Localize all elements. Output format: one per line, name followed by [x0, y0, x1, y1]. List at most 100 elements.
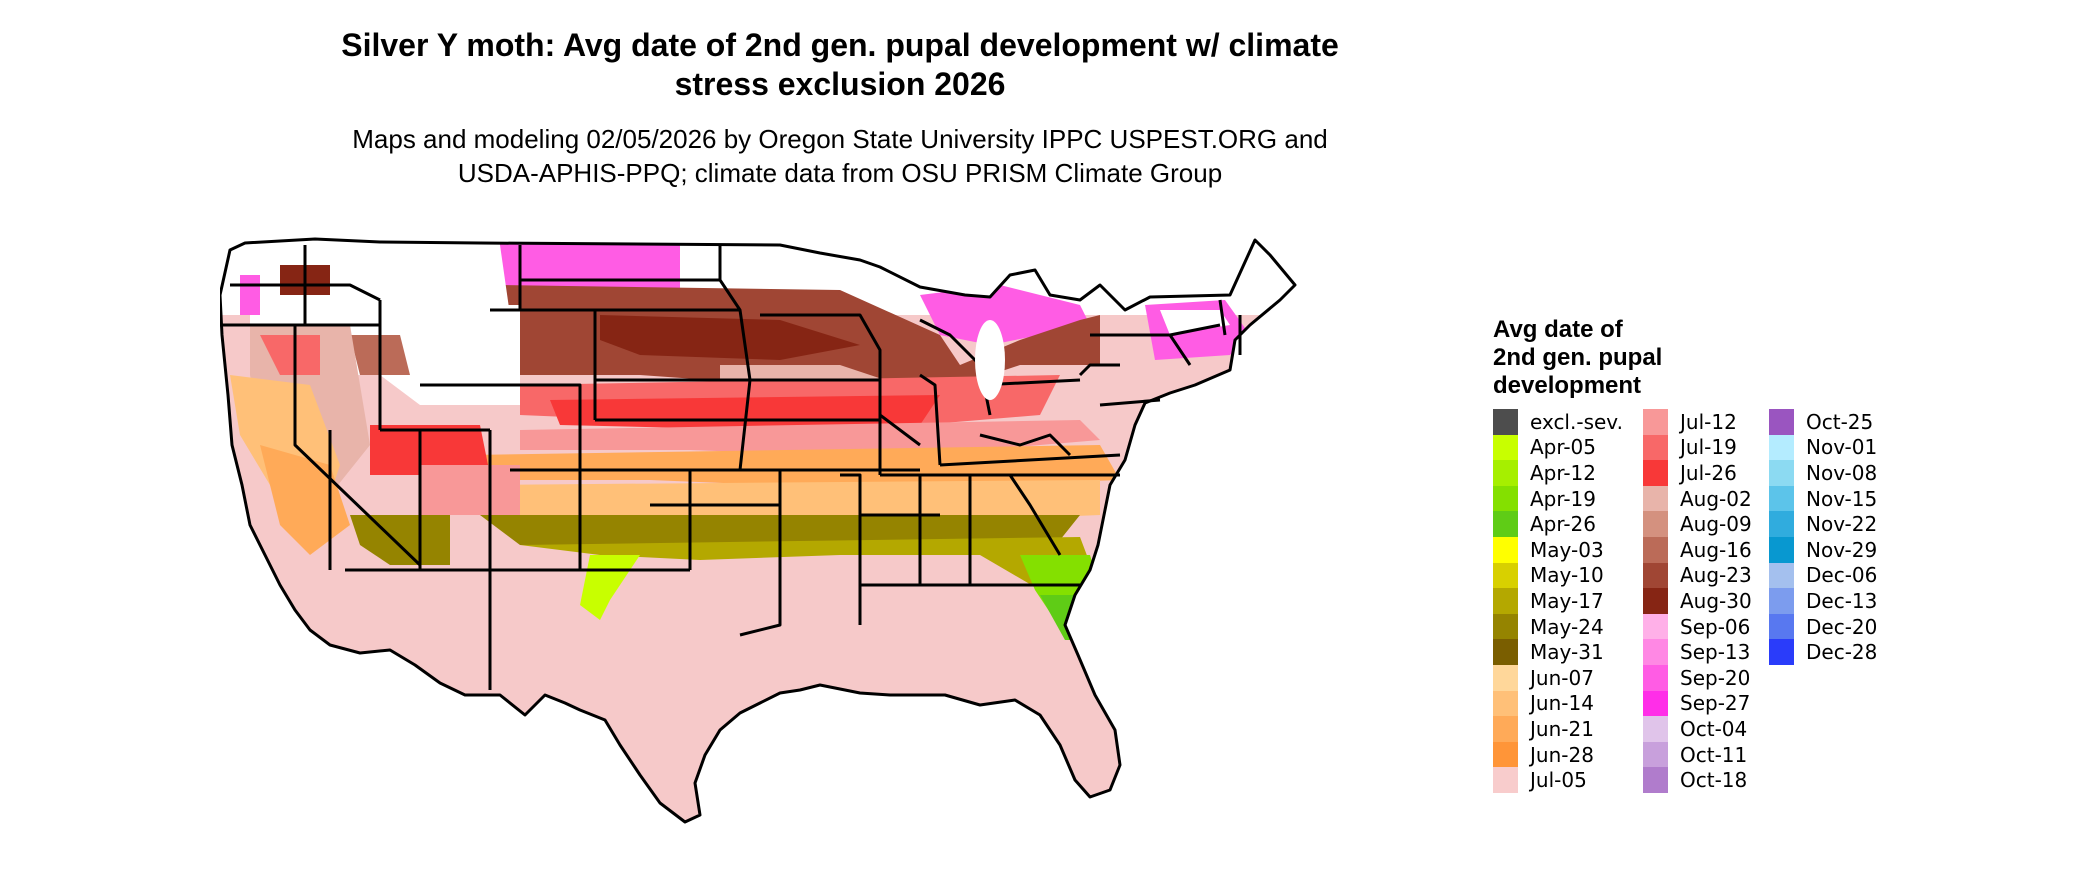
development-date-raster	[220, 239, 1295, 822]
legend-swatch	[1493, 716, 1518, 742]
legend-swatch	[1769, 588, 1794, 614]
legend-swatch	[1643, 536, 1668, 563]
legend-swatch	[1643, 562, 1668, 589]
legend-item: Aug-16	[1643, 536, 1752, 563]
legend-item: Oct-04	[1643, 716, 1752, 742]
us-map	[220, 237, 1297, 824]
legend-label: Nov-29	[1806, 537, 1878, 562]
legend-swatch	[1769, 485, 1794, 512]
legend-label: Jul-12	[1680, 409, 1737, 434]
legend-item: Oct-11	[1643, 741, 1752, 768]
legend-swatch	[1493, 639, 1518, 665]
legend-swatch	[1769, 409, 1794, 435]
legend-label: Aug-30	[1680, 588, 1752, 613]
legend-item: May-17	[1493, 588, 1623, 614]
legend-swatch	[1493, 767, 1518, 793]
legend-item: Jun-28	[1493, 741, 1623, 768]
legend-item: Oct-18	[1643, 767, 1752, 793]
legend-item: Jul-26	[1643, 460, 1752, 486]
legend-item: Aug-02	[1643, 485, 1752, 512]
legend-label: May-17	[1530, 588, 1604, 613]
legend-swatch	[1493, 690, 1518, 717]
legend-label: Sep-20	[1680, 665, 1751, 690]
legend-item: May-10	[1493, 562, 1623, 589]
legend-swatch	[1643, 434, 1668, 461]
legend-label: May-24	[1530, 614, 1604, 639]
legend-item: Dec-28	[1769, 639, 1877, 665]
legend-column-3: Oct-25 Nov-01 Nov-08 Nov-15 Nov-22 Nov-29 Dec-…	[1769, 409, 1877, 665]
map-subtitle-line1: Maps and modeling 02/05/2026 by Oregon S…	[352, 124, 1328, 154]
legend-label: Oct-18	[1680, 768, 1748, 793]
legend-item: Jun-14	[1493, 690, 1623, 717]
legend-label: Sep-27	[1680, 691, 1751, 716]
legend-item: Nov-08	[1769, 460, 1877, 486]
map-subtitle-line2: USDA-APHIS-PPQ; climate data from OSU PR…	[457, 158, 1223, 188]
legend-swatch	[1769, 434, 1794, 461]
legend-label: Aug-09	[1680, 512, 1752, 537]
legend-label: Aug-02	[1680, 486, 1752, 511]
legend-label: Nov-15	[1806, 486, 1878, 511]
legend-item: Nov-29	[1769, 536, 1878, 563]
legend-label: May-31	[1530, 640, 1604, 665]
legend-label: Oct-04	[1680, 716, 1748, 741]
legend-label: Aug-23	[1680, 563, 1752, 588]
legend-swatch	[1493, 460, 1518, 486]
legend-swatch	[1643, 460, 1668, 486]
map-title-line1: Silver Y moth: Avg date of 2nd gen. pupa…	[341, 27, 1339, 63]
legend-label: Apr-12	[1530, 460, 1596, 485]
legend-label: Dec-28	[1806, 640, 1878, 665]
legend-swatch	[1493, 664, 1518, 691]
legend-label: Jul-05	[1530, 768, 1587, 793]
legend-swatch	[1643, 639, 1668, 665]
legend-item: Apr-19	[1493, 485, 1623, 512]
legend-swatch	[1769, 562, 1794, 589]
legend-item: Jun-07	[1493, 664, 1623, 691]
legend-swatch	[1769, 639, 1794, 665]
legend-swatch	[1769, 613, 1794, 640]
legend-label: May-03	[1530, 537, 1604, 562]
legend-label: Apr-19	[1530, 486, 1596, 511]
legend-label: Sep-06	[1680, 614, 1751, 639]
legend-label: Dec-20	[1806, 614, 1878, 639]
legend-item: Dec-13	[1769, 588, 1877, 614]
legend-swatch	[1769, 460, 1794, 486]
legend-swatch	[1643, 690, 1668, 717]
lake-michigan	[975, 320, 1005, 400]
legend-item: Apr-26	[1493, 511, 1623, 537]
legend-swatch	[1769, 511, 1794, 537]
legend-title-line2: 2nd gen. pupal	[1493, 344, 1663, 371]
legend-label: Nov-08	[1806, 460, 1878, 485]
legend-title-line1: Avg date of	[1493, 316, 1623, 343]
legend-label: Nov-01	[1806, 435, 1878, 460]
legend-label: Dec-13	[1806, 588, 1878, 613]
legend-item: May-03	[1493, 536, 1623, 563]
legend-item: Apr-12	[1493, 460, 1623, 486]
legend-swatch	[1643, 485, 1668, 512]
legend-item: Sep-27	[1643, 690, 1752, 717]
legend-item: May-31	[1493, 639, 1623, 665]
legend-label: Jul-26	[1680, 460, 1737, 485]
legend-item: Apr-05	[1493, 434, 1623, 461]
legend-label: Jun-07	[1530, 665, 1594, 690]
legend-swatch	[1493, 511, 1518, 537]
legend-item: excl.-sev.	[1493, 409, 1623, 435]
legend-swatch	[1493, 434, 1518, 461]
legend-item: Nov-15	[1769, 485, 1878, 512]
legend-swatch	[1493, 409, 1518, 435]
map-title: Silver Y moth: Avg date of 2nd gen. pupa…	[240, 26, 1440, 104]
legend-swatch	[1643, 664, 1668, 691]
state-boundaries	[220, 237, 1297, 824]
legend-label: Dec-06	[1806, 563, 1878, 588]
legend-label: Jun-28	[1530, 742, 1594, 767]
legend-item: Nov-01	[1769, 434, 1878, 461]
legend-item: May-24	[1493, 613, 1623, 640]
legend-item: Sep-20	[1643, 664, 1752, 691]
legend-swatch	[1643, 511, 1668, 537]
legend-swatch	[1493, 536, 1518, 563]
legend-swatch	[1493, 613, 1518, 640]
legend-item: Jul-19	[1643, 434, 1752, 461]
legend-swatch	[1643, 716, 1668, 742]
legend-item: Aug-23	[1643, 562, 1752, 589]
legend-label: Sep-13	[1680, 640, 1751, 665]
legend-item: Sep-13	[1643, 639, 1752, 665]
